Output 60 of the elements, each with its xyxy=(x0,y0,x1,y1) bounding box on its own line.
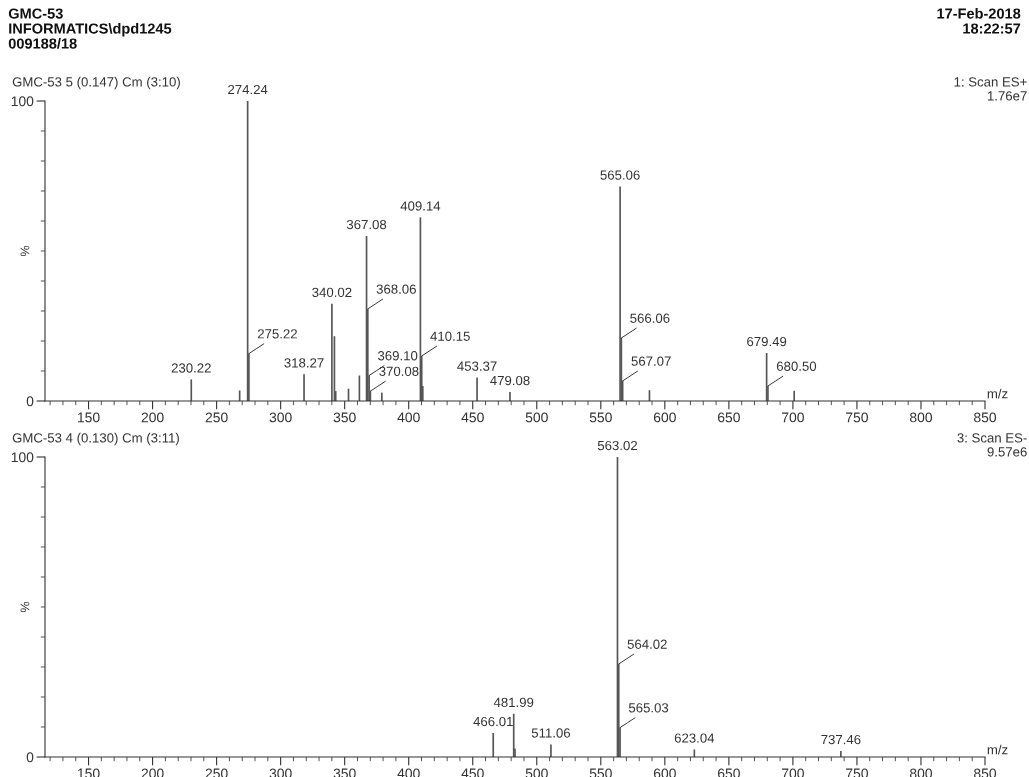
text: GMC-53 xyxy=(8,8,63,19)
annotation: 368.06 xyxy=(376,284,416,294)
annotation: 563.02 xyxy=(597,440,637,451)
annotation: 340.02 xyxy=(312,287,352,298)
x-tick-label: 200 xyxy=(141,412,164,423)
y-tick-label: 100 xyxy=(11,452,34,463)
x-tick-label: 250 xyxy=(205,412,228,423)
annotation: 370.08 xyxy=(379,366,419,376)
annotation: 567.07 xyxy=(631,356,671,366)
annotation: 565.03 xyxy=(628,703,669,713)
x-tick-label: 150 xyxy=(78,412,100,423)
text: 1.76e7 xyxy=(987,91,1027,101)
annotation: 564.02 xyxy=(627,639,667,649)
y-tick-label: 0 xyxy=(26,752,34,763)
text: 9.57e6 xyxy=(987,447,1027,457)
y-tick-label: 0 xyxy=(26,396,34,407)
chart-title: GMC-53 5 (0.147) Cm (3:10) xyxy=(12,76,180,90)
x-tick-label: 350 xyxy=(333,412,356,423)
x-tick-label: 400 xyxy=(397,412,420,423)
annotation: 230.22 xyxy=(171,363,211,373)
text: 1: Scan ES+ xyxy=(954,77,1027,87)
annotation: 565.06 xyxy=(600,170,640,180)
annotation: 737.46 xyxy=(821,734,861,745)
annotation: 369.10 xyxy=(377,351,418,361)
annotation: 481.99 xyxy=(493,697,534,708)
x-axis-title: m/z xyxy=(987,744,1008,755)
y-axis-title: % xyxy=(20,245,30,257)
x-tick-label: 500 xyxy=(525,412,548,423)
annotation: 409.14 xyxy=(400,201,441,211)
text: INFORMATICS\dpd1245 xyxy=(9,23,172,37)
x-tick-label: 650 xyxy=(717,412,740,423)
text: 17-Feb-2018 xyxy=(937,8,1021,19)
x-tick-label: 800 xyxy=(909,412,933,423)
x-tick-label: 450 xyxy=(461,412,484,423)
annotation: 679.49 xyxy=(747,336,787,347)
annotation: 410.15 xyxy=(430,331,470,341)
annotation: 511.06 xyxy=(531,728,571,738)
annotation: 318.27 xyxy=(284,358,324,368)
x-tick-label: 550 xyxy=(589,412,612,423)
y-axis-title: % xyxy=(20,601,30,613)
text: 18:22:57 xyxy=(963,23,1021,34)
annotation: 275.22 xyxy=(257,329,297,339)
annotation: 623.04 xyxy=(674,733,715,743)
x-axis-title: m/z xyxy=(987,388,1008,399)
y-tick-label: 100 xyxy=(11,96,34,107)
x-tick-label: 850 xyxy=(974,412,997,423)
x-tick-label: 300 xyxy=(269,412,292,423)
annotation: 479.08 xyxy=(490,375,530,386)
x-tick-label: 750 xyxy=(846,412,868,423)
chart-title: GMC-53 4 (0.130) Cm (3:11) xyxy=(12,432,179,446)
annotation: 680.50 xyxy=(776,361,817,371)
annotation: 566.06 xyxy=(630,313,670,323)
text: 3: Scan ES- xyxy=(957,433,1027,443)
text: 009188/18 xyxy=(8,38,77,49)
annotation: 274.24 xyxy=(228,84,268,95)
annotation: 466.01 xyxy=(473,716,513,727)
annotation: 367.08 xyxy=(346,219,387,230)
x-tick-label: 600 xyxy=(653,412,676,423)
annotation: 453.37 xyxy=(457,361,497,371)
x-tick-label: 700 xyxy=(782,412,804,423)
